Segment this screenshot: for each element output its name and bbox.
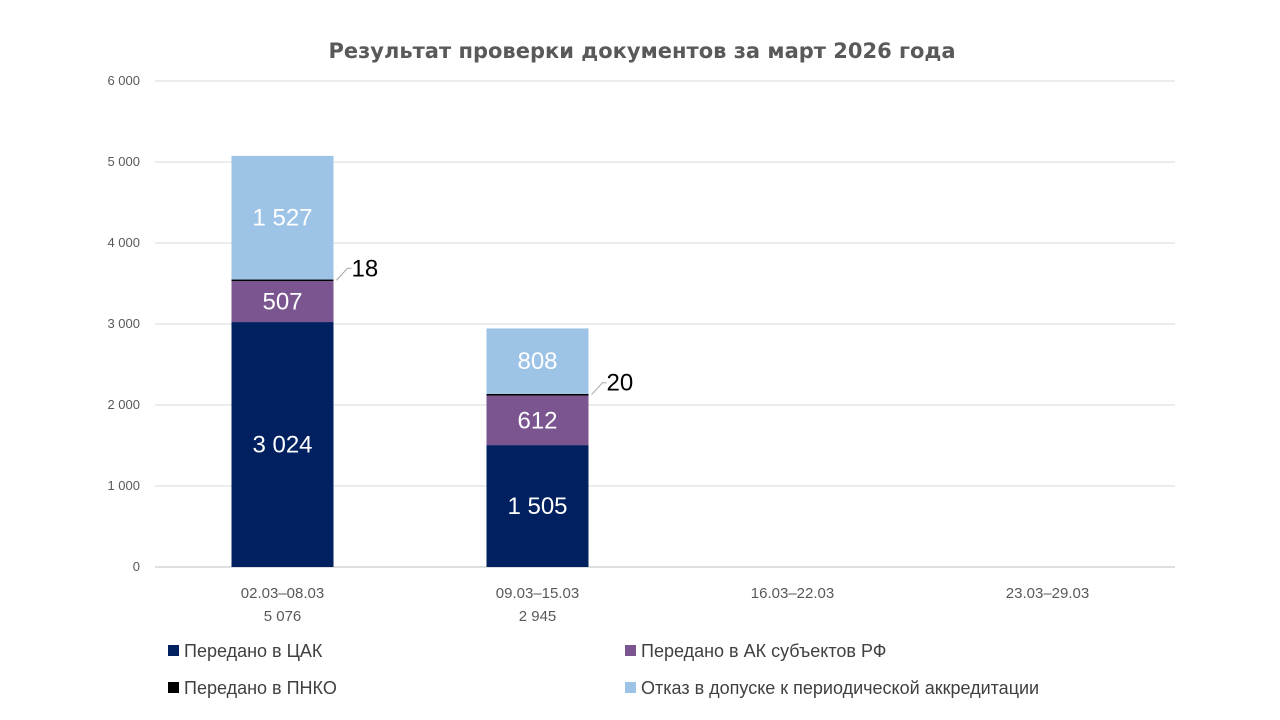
bar-value-label: 507 <box>262 289 302 316</box>
chart-title: Результат проверки документов за март 20… <box>328 39 955 63</box>
x-axis: 02.03–08.03 5 076 09.03–15.03 2 945 16.03–22… <box>241 585 1089 625</box>
bar-segment-3 <box>231 155 334 280</box>
bar-value-label: 1 527 <box>252 205 312 232</box>
y-axis: 0 1 000 2 000 3 000 4 000 5 000 6 000 <box>107 73 140 574</box>
bar-segment-0 <box>231 322 334 567</box>
y-tick-label: 2 000 <box>107 397 140 412</box>
legend-label: Отказ в допуске к периодической аккредит… <box>641 678 1039 698</box>
bars <box>231 155 589 567</box>
x-category-label: 02.03–08.03 <box>241 585 324 602</box>
x-category-total: 5 076 <box>264 608 302 625</box>
legend-swatch <box>168 645 179 656</box>
bar-value-label: 18 <box>352 255 379 282</box>
data-labels: 3 024 507 18 1 527 1 505 612 20 808 <box>252 205 633 520</box>
bar-value-label: 808 <box>517 348 557 375</box>
bar-segment-3 <box>486 328 589 394</box>
y-tick-label: 6 000 <box>107 73 140 88</box>
x-category-label: 23.03–29.03 <box>1006 585 1089 602</box>
x-category-label: 16.03–22.03 <box>751 585 834 602</box>
bar-value-label: 612 <box>517 407 557 434</box>
bar-value-label: 20 <box>607 370 634 397</box>
bar-value-label: 3 024 <box>252 432 312 459</box>
x-category-label: 09.03–15.03 <box>496 585 579 602</box>
x-category-total: 2 945 <box>519 608 557 625</box>
y-tick-label: 4 000 <box>107 235 140 250</box>
legend-label: Передано в ПНКО <box>184 678 337 698</box>
legend: Передано в ЦАК Передано в АК субъектов РФ… <box>168 641 1039 698</box>
y-tick-label: 3 000 <box>107 316 140 331</box>
leader-line <box>591 382 607 396</box>
bar-segment-2 <box>231 279 334 281</box>
leader-line <box>336 267 352 281</box>
bar-value-label: 1 505 <box>507 493 567 520</box>
legend-label: Передано в ЦАК <box>184 641 323 661</box>
bar-segment-2 <box>486 393 589 396</box>
legend-swatch <box>168 682 179 693</box>
bar-segment-1 <box>486 395 589 446</box>
y-tick-label: 1 000 <box>107 478 140 493</box>
legend-swatch <box>625 645 636 656</box>
legend-label: Передано в АК субъектов РФ <box>641 641 886 661</box>
y-tick-label: 0 <box>133 559 140 574</box>
bar-segment-1 <box>231 280 334 323</box>
bar-segment-0 <box>486 445 589 567</box>
y-tick-label: 5 000 <box>107 154 140 169</box>
legend-swatch <box>625 682 636 693</box>
